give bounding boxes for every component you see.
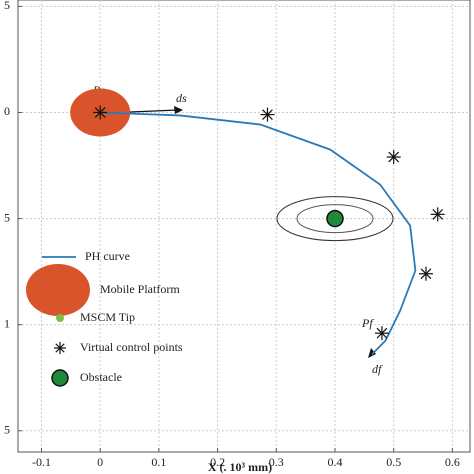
control-point <box>386 150 401 165</box>
control-point <box>430 207 445 222</box>
arrow-head <box>174 106 183 114</box>
legend-label: Mobile Platform <box>100 282 180 296</box>
x-tick-label: 0.1 <box>151 455 166 469</box>
obstacle-zone <box>276 196 394 242</box>
control-point <box>260 107 275 122</box>
obstacle-zone <box>296 204 374 234</box>
control-point <box>418 266 433 281</box>
x-tick-label: 0.4 <box>327 455 342 469</box>
control-point <box>54 342 66 354</box>
y-tick-label: 5 <box>4 210 10 224</box>
x-tick-label: 0.5 <box>386 455 401 469</box>
x-tick-label: 0.2 <box>210 455 225 469</box>
star-spoke <box>388 151 400 163</box>
x-tick-label: 0 <box>97 455 103 469</box>
x-axis-label: X (. 10³ mm) <box>208 460 272 474</box>
legend-label: PH curve <box>85 249 130 263</box>
arrow <box>129 109 179 113</box>
y-tick-label: 5 <box>4 0 10 12</box>
star-spoke <box>55 343 65 353</box>
star-spoke <box>262 109 273 120</box>
legend-swatch <box>56 314 64 322</box>
annotation: Pf <box>361 316 374 330</box>
x-tick-label: 0.6 <box>445 455 460 469</box>
ph-curve <box>100 111 417 356</box>
annotation: ds <box>176 91 187 105</box>
obstacle <box>326 209 344 228</box>
legend-label: MSCM Tip <box>80 310 135 324</box>
legend-label: Virtual control points <box>80 340 183 354</box>
legend-swatch <box>26 264 90 316</box>
control-point <box>374 326 389 341</box>
star-spoke <box>94 107 106 118</box>
y-tick-label: 5 <box>4 423 10 437</box>
y-tick-label: 1 <box>4 316 10 330</box>
plot-frame <box>17 0 471 453</box>
star-spoke <box>432 208 444 220</box>
legend-label: Obstacle <box>80 370 122 384</box>
star-spoke <box>420 268 432 280</box>
legend-swatch <box>51 369 69 387</box>
x-tick-label: 0.3 <box>269 455 284 469</box>
arrow-head <box>368 348 376 358</box>
x-tick-label: -0.1 <box>32 455 51 469</box>
control-point <box>93 105 108 120</box>
y-tick-label: 0 <box>4 104 10 118</box>
annotation: df <box>372 362 383 376</box>
star-spoke <box>376 327 388 339</box>
